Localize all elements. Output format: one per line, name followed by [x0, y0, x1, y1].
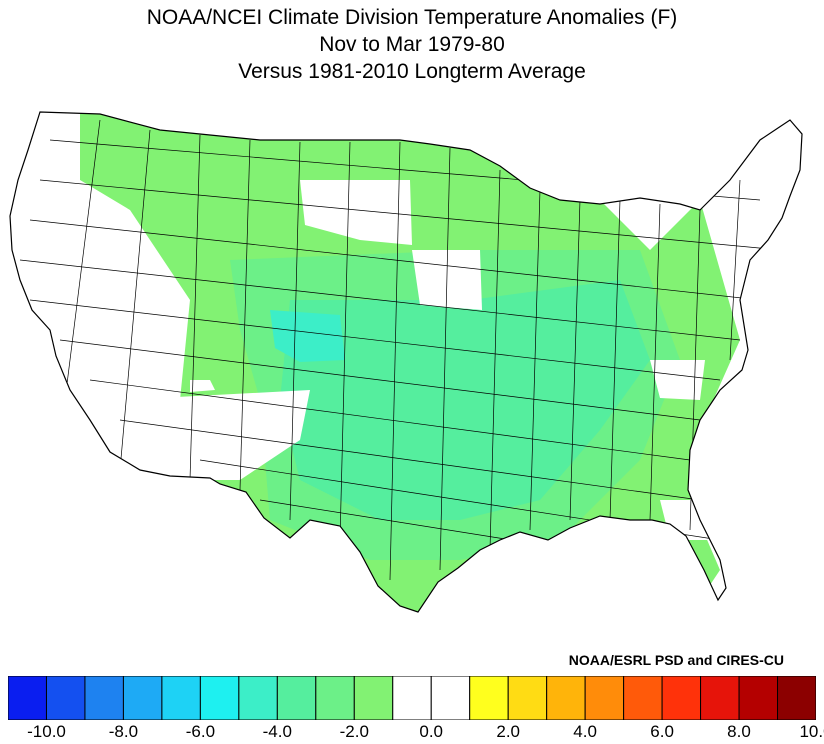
colorbar-swatch — [700, 676, 740, 720]
title-line-2: Nov to Mar 1979-80 — [319, 33, 505, 56]
colorbar-swatch — [315, 676, 355, 720]
colorbar-swatch — [507, 676, 548, 720]
colorbar-swatch — [276, 676, 317, 720]
colorbar-tick-label: 6.0 — [650, 722, 674, 741]
colorbar-ticks: -10.0 -8.0 -6.0 -4.0 -2.0 0.0 2.0 4.0 6.0 8.0 10.0 — [0, 722, 824, 744]
colorbar-swatch — [777, 676, 816, 720]
colorbar-swatch — [161, 676, 201, 720]
colorbar-swatch — [430, 676, 471, 720]
colorbar-tick-label: 8.0 — [727, 722, 751, 741]
title-line-1: NOAA/NCEI Climate Division Temperature A… — [146, 6, 678, 29]
colorbar-swatch — [392, 676, 432, 720]
colorbar-tick-label: 10.0 — [799, 722, 824, 741]
neutral-region-southwest — [120, 390, 310, 480]
neutral-region-florida — [660, 500, 712, 540]
neutral-region-new-york — [650, 360, 705, 400]
colorbar-swatch — [623, 676, 663, 720]
colorbar-tick-label: -8.0 — [108, 722, 139, 741]
colorbar-tick-label: -4.0 — [262, 722, 292, 741]
colorbar-tick-label: -6.0 — [185, 722, 216, 741]
anomaly-region-minus4 — [270, 310, 345, 362]
colorbar-swatch — [199, 676, 240, 720]
colorbar-swatch — [353, 676, 394, 720]
us-climate-division-map — [9, 111, 803, 613]
map-title: NOAA/NCEI Climate Division Temperature A… — [0, 4, 824, 85]
division-boundaries — [19, 119, 781, 581]
colorbar-tick-label: 2.0 — [496, 722, 521, 741]
colorbar-tick-label: -2.0 — [339, 722, 369, 741]
colorbar-swatch — [122, 676, 163, 720]
title-line-3: Versus 1981-2010 Longterm Average — [238, 60, 586, 83]
colorbar-swatch — [84, 676, 124, 720]
colorbar-tick-label: 0.0 — [419, 722, 444, 741]
colorbar-swatch — [738, 676, 779, 720]
neutral-region-small — [190, 380, 215, 392]
colorbar-swatch — [238, 676, 278, 720]
colorbar-swatch — [584, 676, 625, 720]
colorbar-tick-label: -10.0 — [27, 722, 66, 741]
neutral-region-north-plains — [300, 180, 412, 245]
colorbar-swatch — [661, 676, 702, 720]
colorbar-swatch — [45, 676, 86, 720]
colorbar — [8, 676, 816, 720]
credit-text: NOAA/ESRL PSD and CIRES-CU — [568, 652, 784, 668]
colorbar-tick-label: 4.0 — [573, 722, 597, 741]
colorbar-swatch — [546, 676, 586, 720]
colorbar-swatch — [469, 676, 509, 720]
colorbar-swatch — [8, 676, 47, 720]
